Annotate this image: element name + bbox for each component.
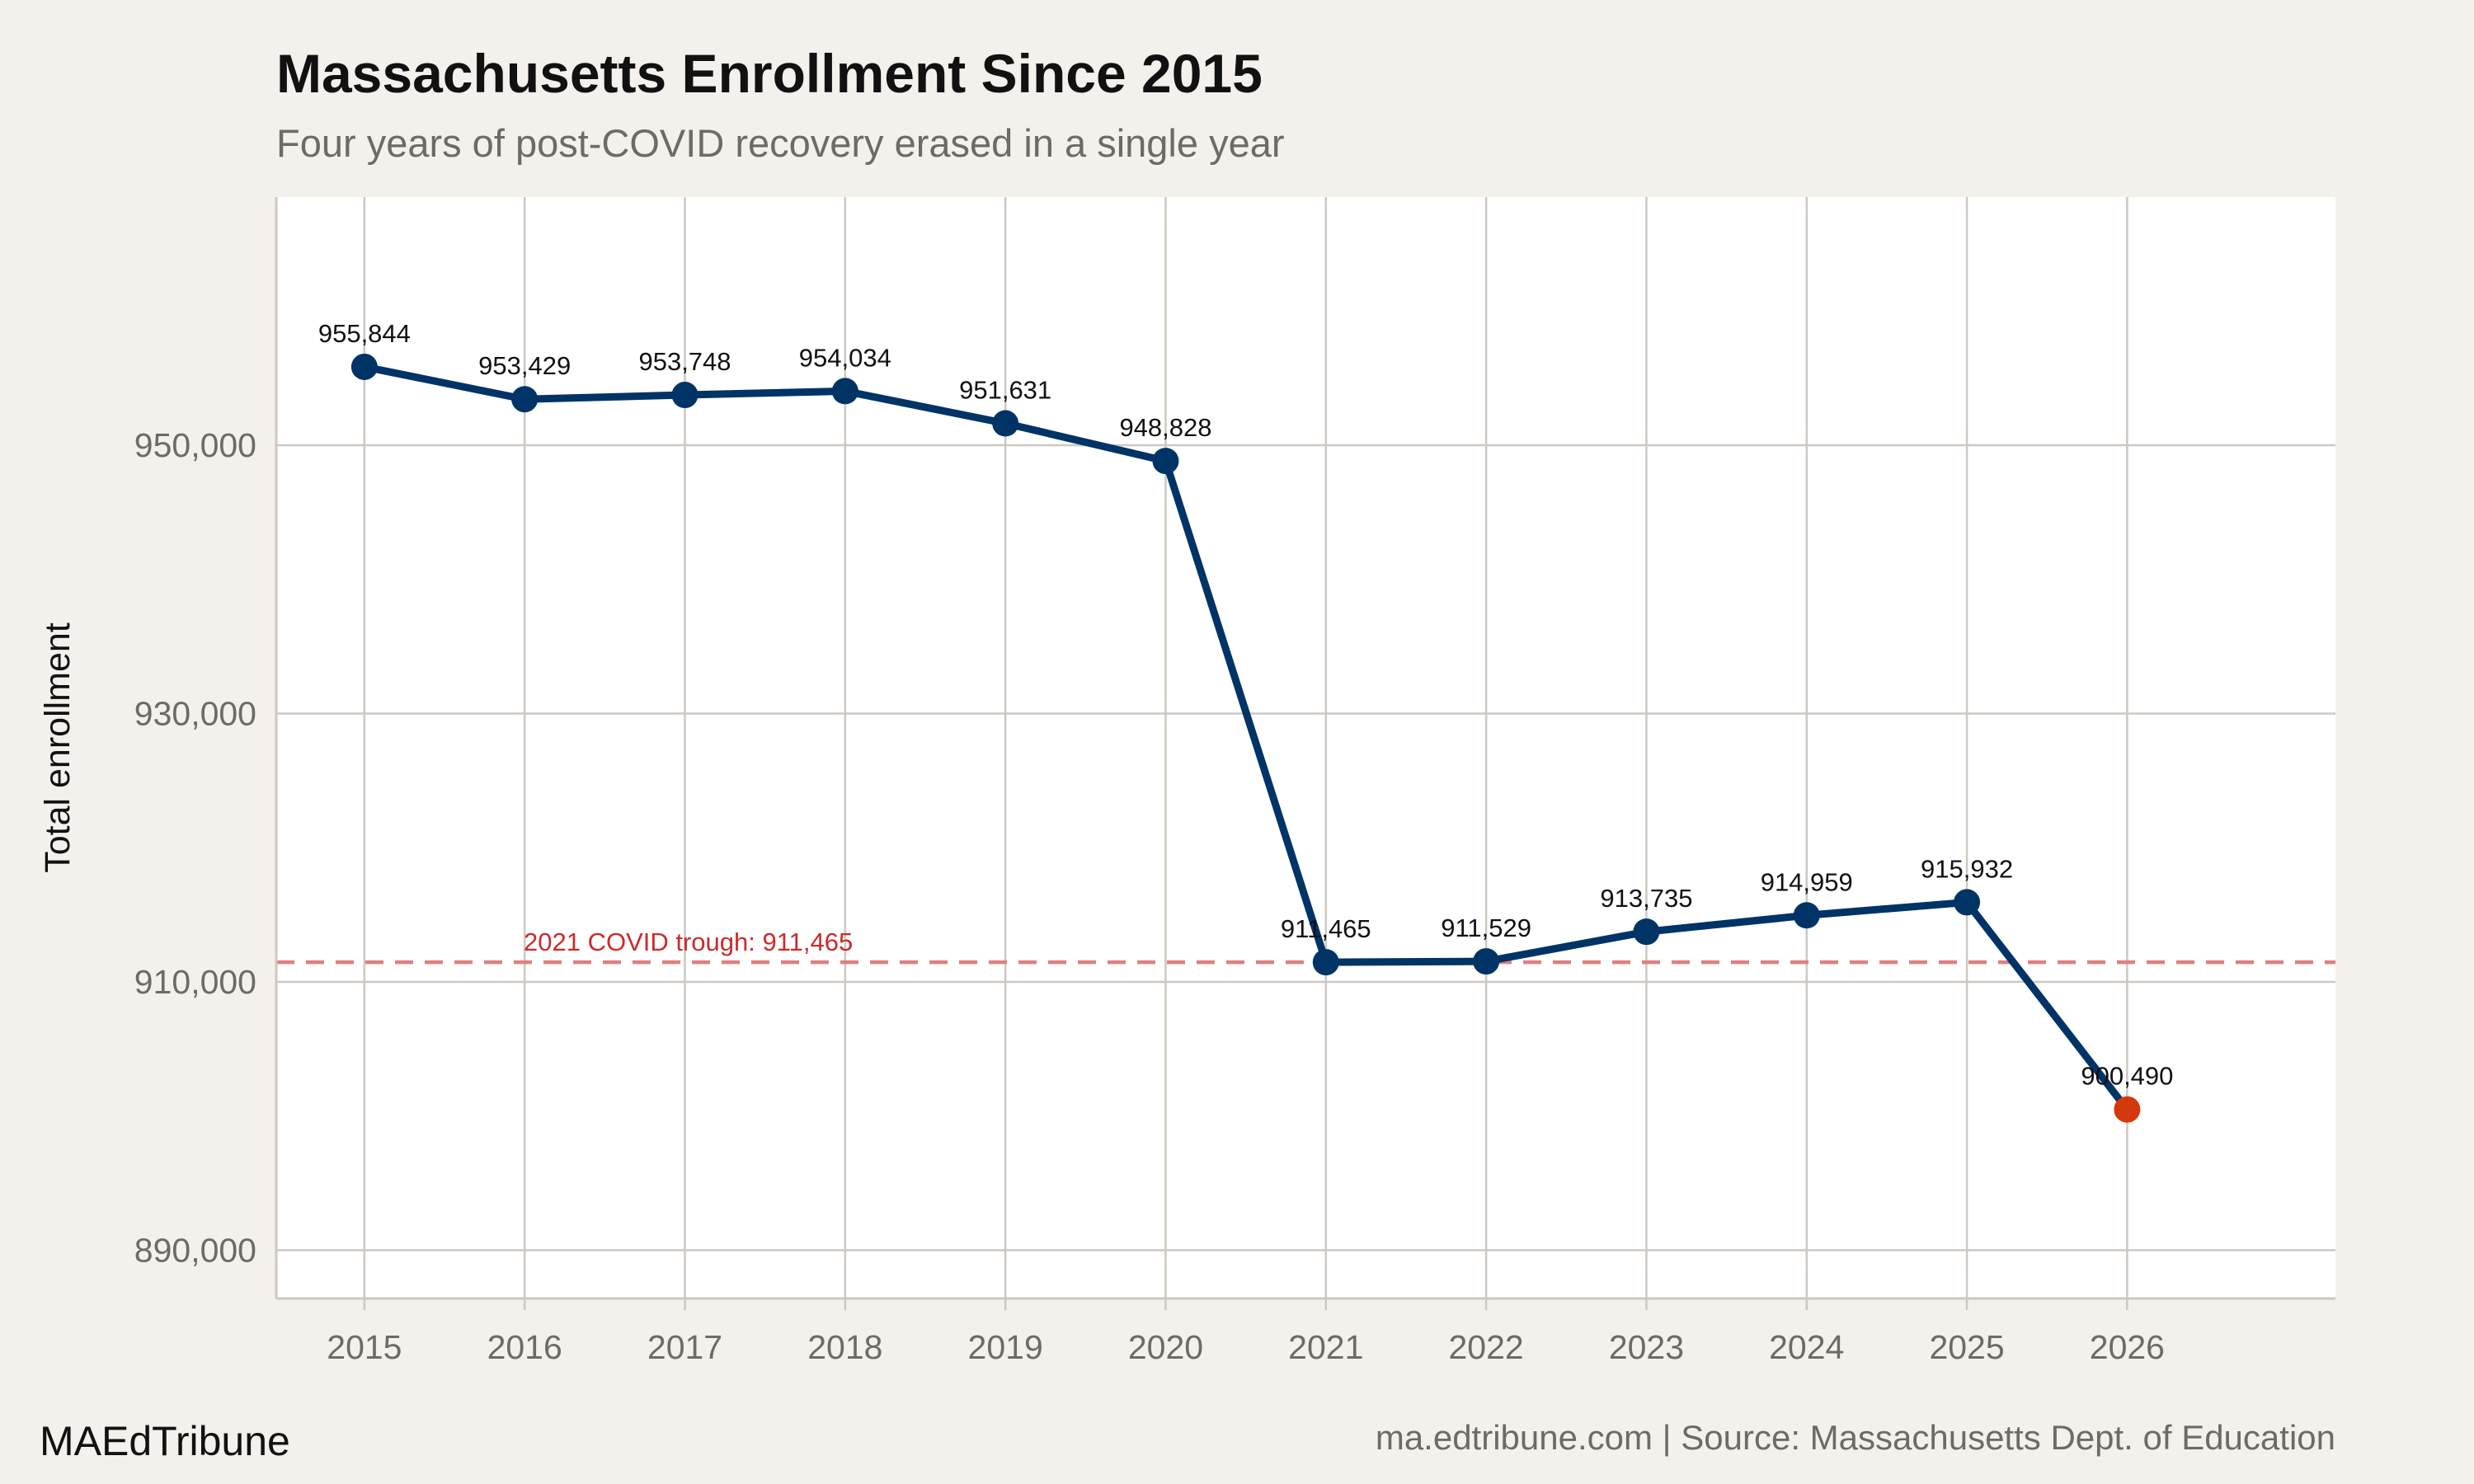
- brand-logo-text: MAEdTribune: [40, 1418, 290, 1464]
- series-line-group: 955,844 953,429 953,748 954,034 951,631 948,8…: [318, 319, 2173, 1123]
- data-label: 900,490: [2081, 1062, 2173, 1091]
- data-label: 948,828: [1119, 413, 1211, 442]
- x-tick-label: 2016: [487, 1328, 562, 1366]
- data-label: 953,429: [478, 351, 571, 380]
- plot-panel: [276, 197, 2335, 1298]
- data-point: [1312, 949, 1339, 976]
- data-point: [671, 382, 698, 409]
- data-point: [350, 353, 378, 380]
- x-tick-label: 2017: [647, 1328, 722, 1366]
- x-tick-label: 2015: [327, 1328, 402, 1366]
- x-tick-label: 2024: [1769, 1328, 1844, 1366]
- series-line: [363, 363, 2130, 1112]
- data-point: [1633, 918, 1660, 946]
- x-tick-label: 2022: [1448, 1328, 1523, 1366]
- data-label: 951,631: [959, 376, 1051, 405]
- x-tick-label: 2020: [1128, 1328, 1203, 1366]
- data-label: 914,959: [1761, 867, 1853, 896]
- data-point: [1954, 889, 1981, 916]
- data-point: [831, 378, 858, 405]
- data-point: [511, 386, 539, 413]
- data-label: 911,529: [1441, 913, 1531, 942]
- data-label: 954,034: [799, 343, 891, 372]
- data-point: [1152, 448, 1179, 475]
- y-tick-label: 930,000: [134, 695, 256, 733]
- data-point: [992, 410, 1019, 437]
- highlight-point: [2114, 1096, 2141, 1123]
- y-axis-label: Total enrollment: [38, 622, 78, 873]
- chart-subtitle: Four years of post-COVID recovery erased…: [276, 121, 1285, 165]
- grid-lines: [276, 197, 2335, 1298]
- x-tick-label: 2021: [1288, 1328, 1363, 1366]
- source-credit: ma.edtribune.com | Source: Massachusetts…: [1376, 1418, 2335, 1457]
- data-label: 911,465: [1281, 914, 1371, 943]
- x-tick-label: 2018: [807, 1328, 882, 1366]
- y-tick-label: 890,000: [134, 1231, 256, 1269]
- chart-title: Massachusetts Enrollment Since 2015: [276, 43, 1263, 104]
- x-tick-label: 2019: [968, 1328, 1043, 1366]
- data-point: [1473, 948, 1500, 975]
- x-tick-label: 2025: [1929, 1328, 2004, 1366]
- y-tick-label: 950,000: [134, 426, 256, 464]
- y-tick-label: 910,000: [134, 963, 256, 1001]
- x-tick-label: 2026: [2090, 1328, 2165, 1366]
- data-label: 953,748: [638, 347, 731, 376]
- reference-annotation: 2021 COVID trough: 911,465: [524, 928, 853, 956]
- reference-line-group: 2021 COVID trough: 911,465: [276, 928, 2335, 965]
- data-point: [1793, 902, 1820, 929]
- data-label: 915,932: [1921, 854, 2013, 883]
- data-label: 913,735: [1600, 884, 1692, 913]
- axes: 890,000 910,000 930,000 950,000 2015 2016 2017…: [134, 197, 2335, 1366]
- data-label: 955,844: [318, 319, 411, 348]
- x-tick-label: 2023: [1609, 1328, 1684, 1366]
